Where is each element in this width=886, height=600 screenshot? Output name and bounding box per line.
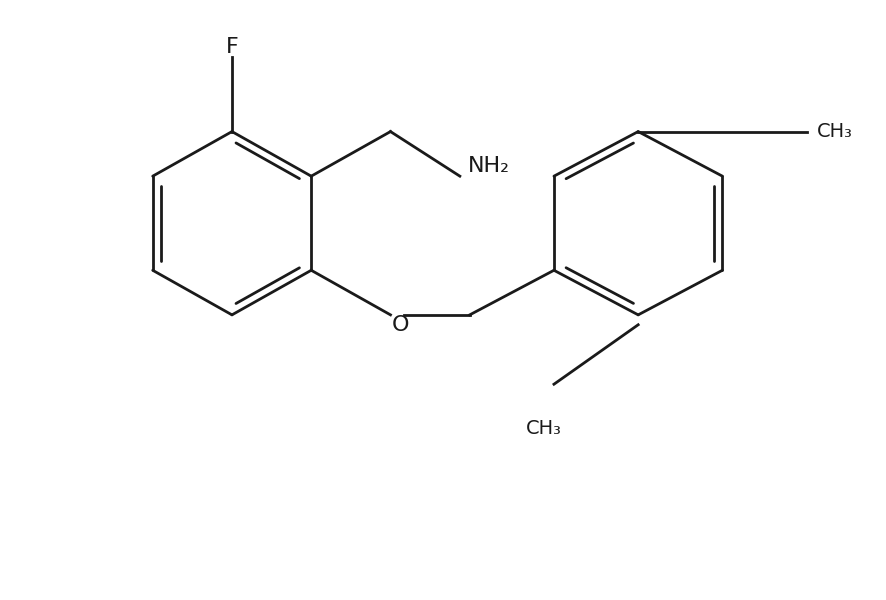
Text: CH₃: CH₃ [817,122,852,141]
Text: O: O [392,315,409,335]
Text: F: F [226,37,238,58]
Text: CH₃: CH₃ [526,419,562,438]
Text: NH₂: NH₂ [468,156,509,176]
